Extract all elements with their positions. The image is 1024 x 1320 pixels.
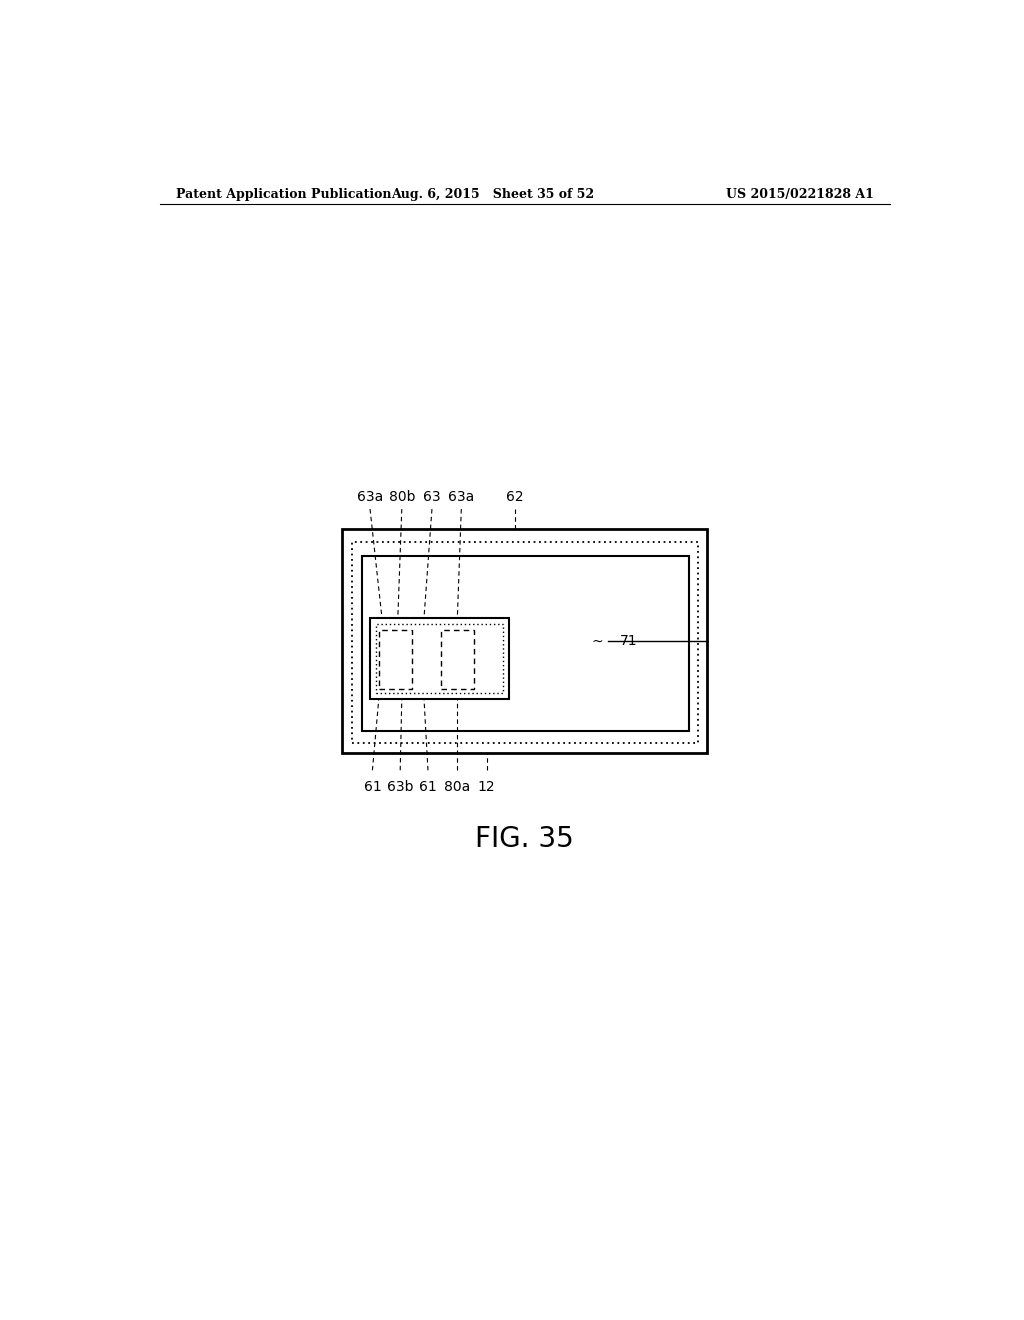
Text: 63b: 63b — [387, 780, 414, 795]
Bar — [362, 556, 689, 731]
Bar — [370, 618, 509, 700]
Text: 61: 61 — [419, 780, 437, 795]
Text: Patent Application Publication: Patent Application Publication — [176, 189, 391, 202]
Bar — [379, 630, 412, 689]
Text: ~: ~ — [592, 634, 603, 648]
Bar — [342, 529, 708, 752]
Text: Aug. 6, 2015   Sheet 35 of 52: Aug. 6, 2015 Sheet 35 of 52 — [391, 189, 595, 202]
Bar — [440, 630, 474, 689]
Text: 63: 63 — [423, 490, 440, 504]
Text: 71: 71 — [620, 634, 638, 648]
Bar — [352, 541, 697, 743]
Text: FIG. 35: FIG. 35 — [475, 825, 574, 854]
Text: 12: 12 — [478, 780, 496, 795]
Text: 80a: 80a — [444, 780, 470, 795]
Text: 63a: 63a — [357, 490, 383, 504]
Text: 63a: 63a — [449, 490, 474, 504]
Text: 80b: 80b — [388, 490, 415, 504]
Bar — [376, 624, 504, 693]
Text: 62: 62 — [507, 490, 524, 504]
Text: 61: 61 — [364, 780, 381, 795]
Text: US 2015/0221828 A1: US 2015/0221828 A1 — [726, 189, 873, 202]
